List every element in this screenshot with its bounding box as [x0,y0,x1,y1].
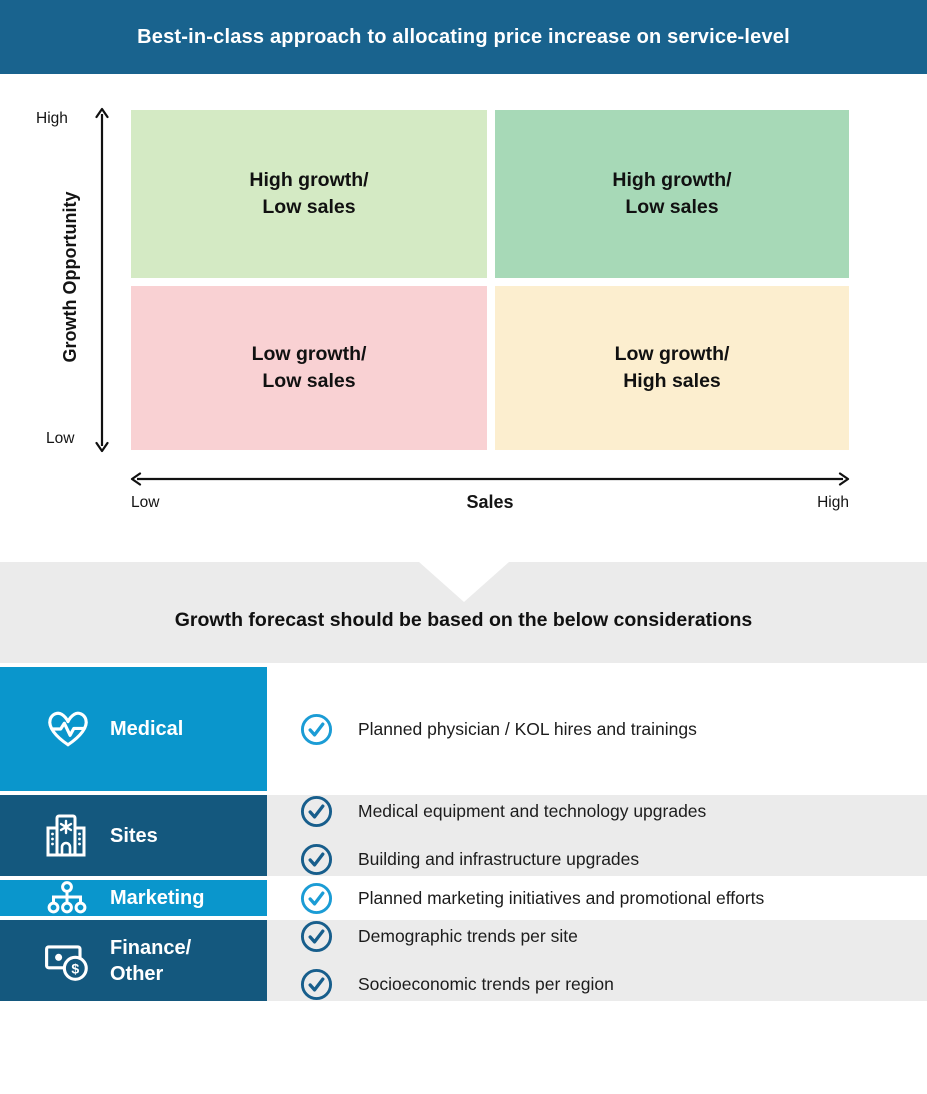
check-circle-icon [300,920,333,953]
page-title: Best-in-class approach to allocating pri… [137,25,790,48]
item-text: Medical equipment and technology upgrade… [358,801,707,821]
items-cell: Demographic trends per site Socioeconomi… [267,920,927,1001]
items-cell: Planned marketing initiatives and promot… [267,880,927,916]
table-row-medical: Medical Planned physician / KOL hires an… [0,667,927,791]
table-row-sites: Sites Medical equipment and technology u… [0,795,927,876]
items-cell: Medical equipment and technology upgrade… [267,795,927,876]
y-axis-arrow [95,107,109,453]
check-circle-icon [300,882,333,914]
list-item: Planned physician / KOL hires and traini… [300,713,927,746]
category-label: Medical [110,718,184,740]
category-cell: Medical [0,667,267,791]
category-cell: Marketing [0,880,267,916]
category-label: Marketing [110,887,205,909]
quadrant-bottom-left: Low growth/ Low sales [131,286,487,450]
x-axis-high-label: High [817,494,849,511]
forecast-banner: Growth forecast should be based on the b… [0,562,927,663]
banner-title: Growth forecast should be based on the b… [174,609,753,631]
quadrant-top-right: High growth/ Low sales [495,110,849,278]
y-axis-high-label: High [36,110,68,127]
item-text: Demographic trends per site [358,926,578,946]
x-axis-low-label: Low [131,494,160,511]
item-text: Planned marketing initiatives and promot… [358,887,765,908]
list-item: Planned marketing initiatives and promot… [300,882,927,915]
x-axis-labels: Low Sales High [131,492,849,512]
growth-sales-matrix: High Low Growth Opportunity High growth/… [0,74,927,562]
quadrant-label: High growth/ Low sales [249,168,369,218]
item-text: Socioeconomic trends per region [358,974,614,994]
y-axis-low-label: Low [46,430,75,447]
list-item: Medical equipment and technology upgrade… [300,795,927,828]
x-axis-title: Sales [466,492,514,512]
hospital-icon [44,813,96,859]
money-icon: $ [44,940,96,982]
quadrant-grid: High growth/ Low sales High growth/ Low … [131,110,849,450]
header-bar: Best-in-class approach to allocating pri… [0,0,927,74]
table-row-marketing: Marketing Planned marketing initiatives … [0,880,927,916]
item-text: Building and infrastructure upgrades [358,849,640,869]
down-notch-icon [418,562,509,602]
x-axis-arrow [130,472,850,486]
heart-pulse-icon [44,708,96,750]
table-row-finance-other: $ Finance/ Other Demographic trends per … [0,920,927,1001]
quadrant-label: Low growth/ High sales [614,342,730,392]
check-circle-icon [300,795,333,828]
items-cell: Planned physician / KOL hires and traini… [267,667,927,791]
check-circle-icon [300,843,333,876]
category-cell: Sites [0,795,267,876]
list-item: Socioeconomic trends per region [300,968,927,1001]
quadrant-bottom-right: Low growth/ High sales [495,286,849,450]
y-axis-title: Growth Opportunity [60,191,80,363]
quadrant-label: High growth/ Low sales [612,168,732,218]
org-chart-icon [44,880,96,916]
list-item: Building and infrastructure upgrades [300,843,927,876]
check-circle-icon [300,713,333,745]
category-label: Finance/ Other [110,936,192,985]
quadrant-label: Low growth/ Low sales [251,342,367,392]
svg-text:$: $ [71,960,79,976]
item-text: Planned physician / KOL hires and traini… [358,718,697,739]
check-circle-icon [300,968,333,1001]
list-item: Demographic trends per site [300,920,927,953]
quadrant-top-left: High growth/ Low sales [131,110,487,278]
category-label: Sites [110,824,158,847]
category-cell: $ Finance/ Other [0,920,267,1001]
